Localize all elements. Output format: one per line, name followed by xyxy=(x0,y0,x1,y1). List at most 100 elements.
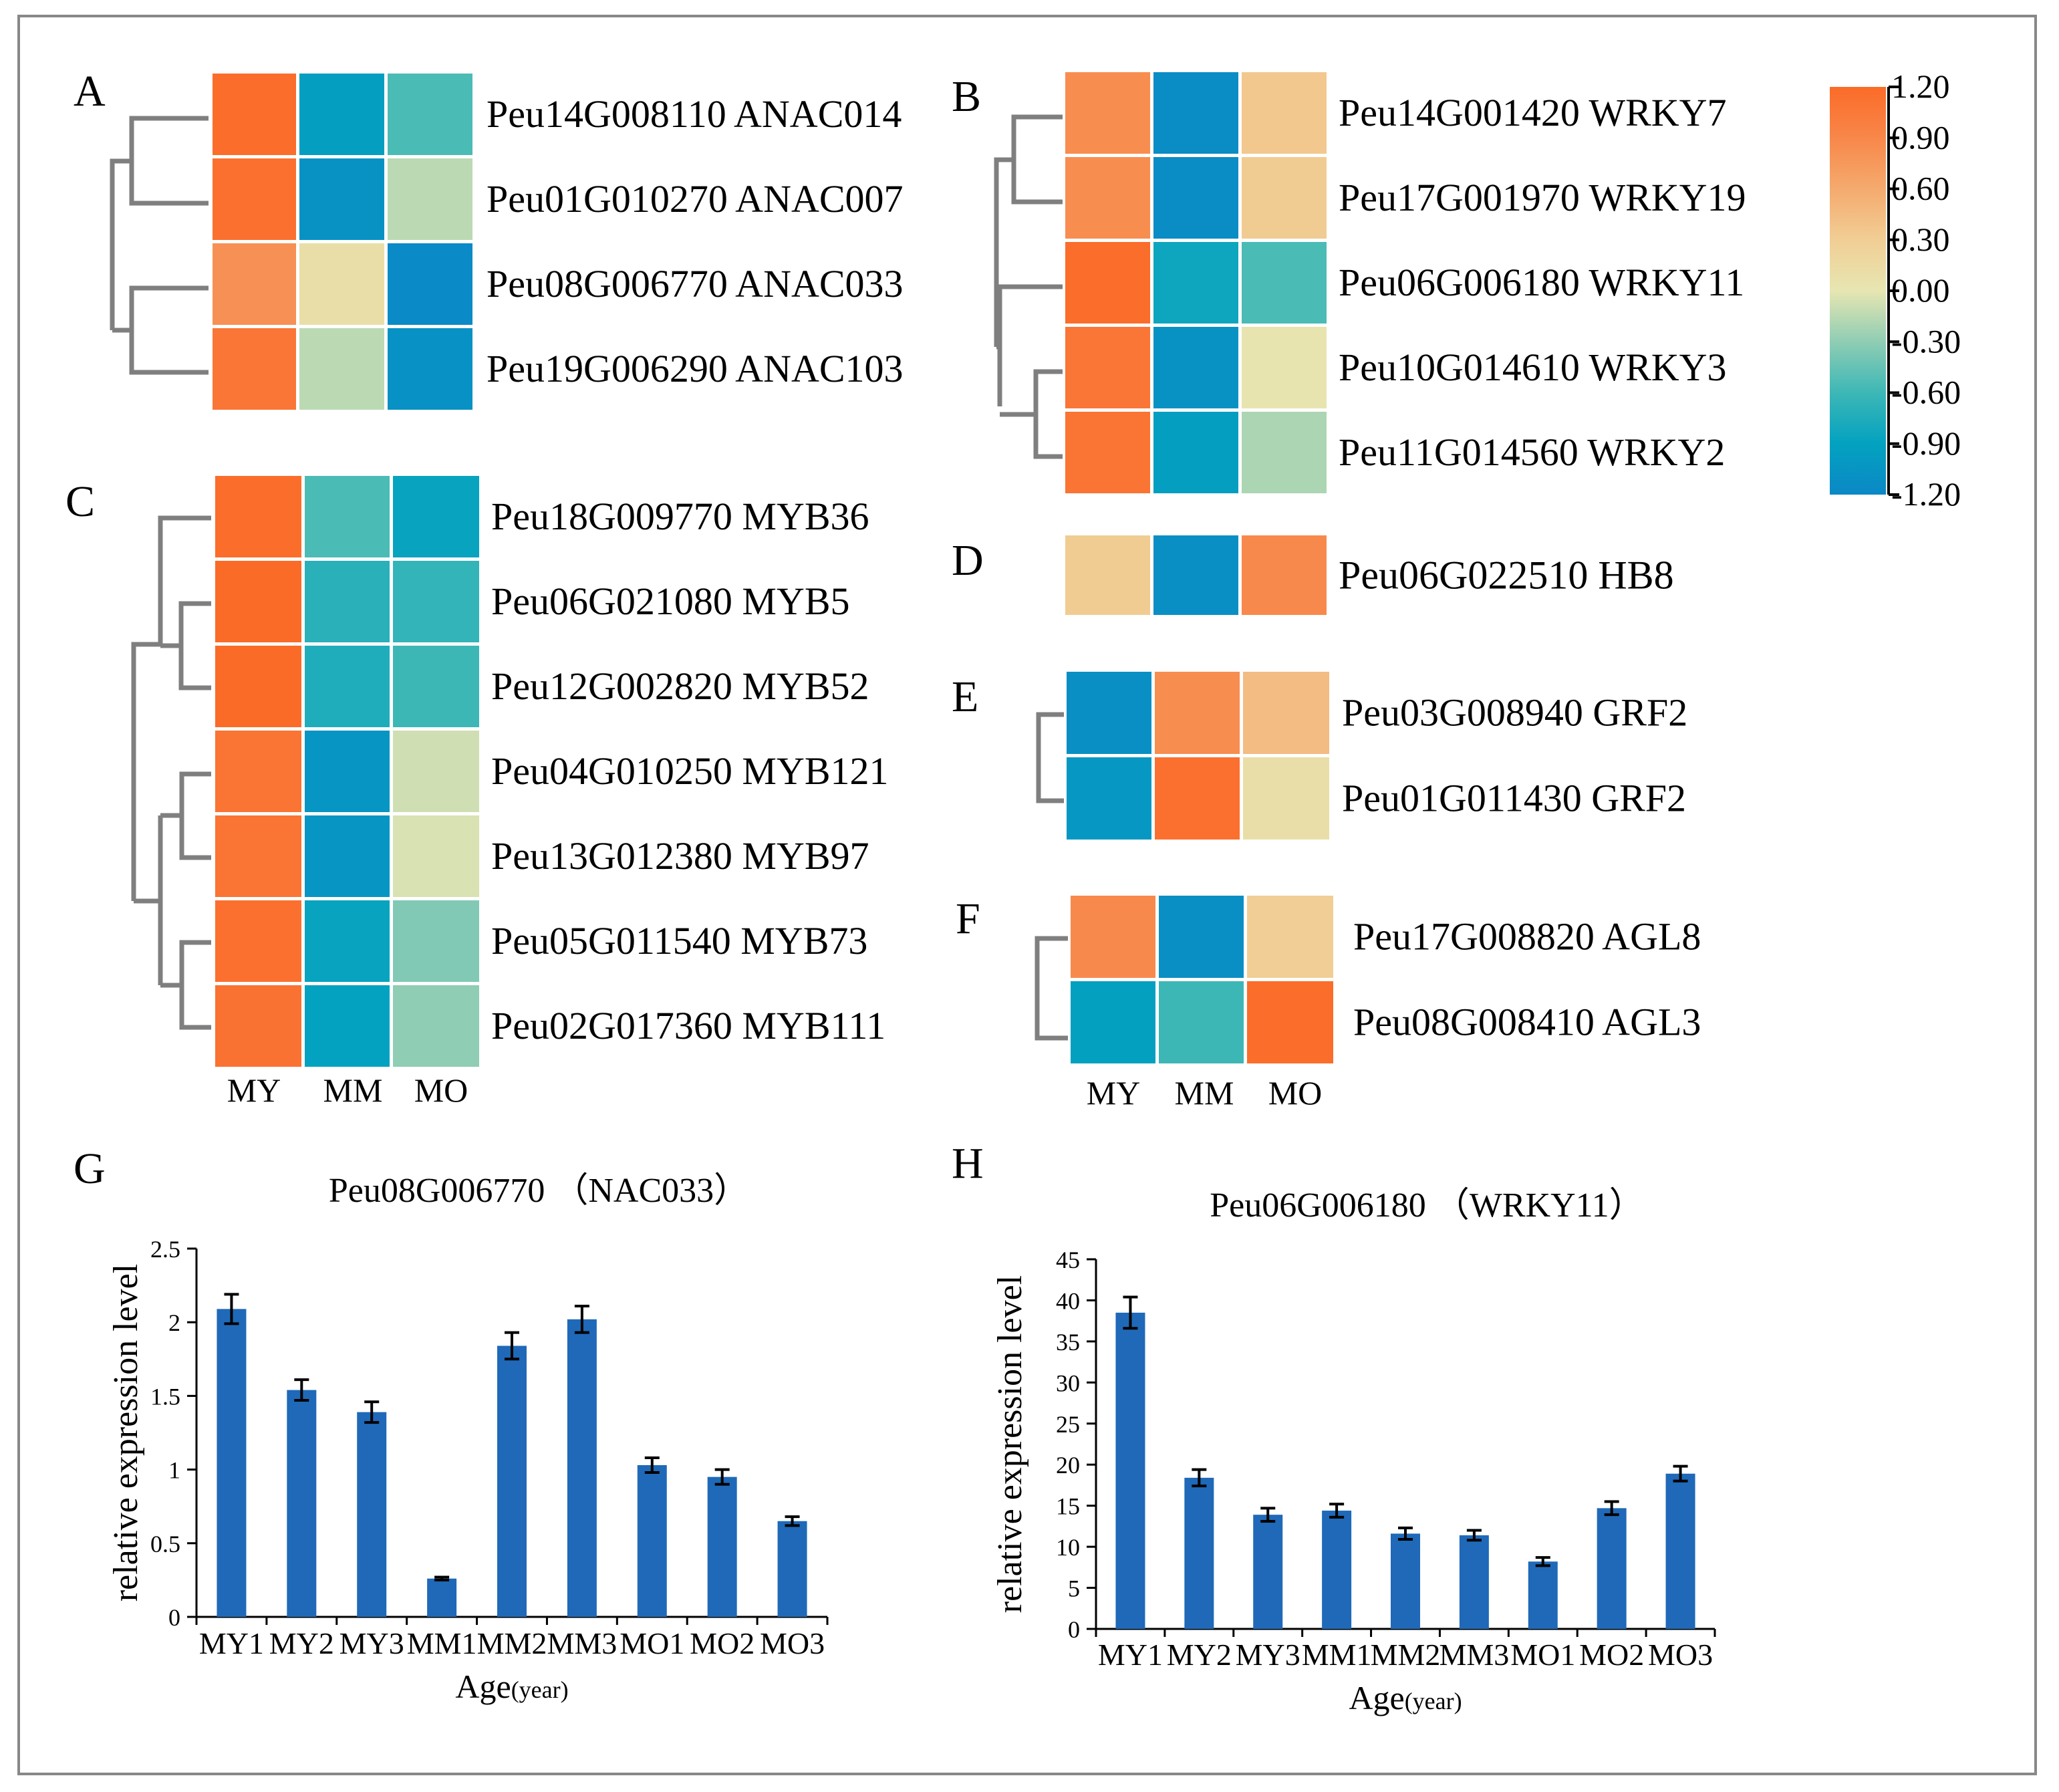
heatmap-cell-c-7-mm xyxy=(305,985,390,1067)
dendrogram-b xyxy=(994,114,1063,459)
legend-tick-label: 0.30 xyxy=(1891,221,1950,258)
panel-label-d: D xyxy=(952,536,984,585)
error-bar-my2 xyxy=(1192,1468,1207,1488)
chart-title: Peu08G006770 （NAC033） xyxy=(329,1172,748,1210)
heatmap-row-label: Peu14G008110 ANAC014 xyxy=(487,92,902,136)
heatmap-cell-b-1-mm xyxy=(1153,72,1238,154)
heatmap-row-label: Peu01G010270 ANAC007 xyxy=(487,177,904,221)
chart-title: Peu06G006180 （WRKY11） xyxy=(1210,1186,1644,1225)
bar-mo1 xyxy=(637,1464,667,1617)
heatmap-cell-b-2-my xyxy=(1065,157,1150,239)
col-label-my-right: MY xyxy=(1087,1074,1141,1112)
error-bar-mm3 xyxy=(574,1304,589,1334)
heatmap-cell-c-6-mm xyxy=(305,900,390,982)
heatmap-cell-c-1-mm xyxy=(305,476,390,557)
y-tick-label: 5 xyxy=(1068,1575,1080,1602)
heatmap-b: Peu14G001420 WRKY7 Peu17G001970 WRKY19 Peu… xyxy=(1065,72,1746,493)
dendrogram-e xyxy=(1036,712,1064,803)
heatmap-row-label: Peu17G008820 AGL8 xyxy=(1353,915,1701,958)
y-tick-label: 2 xyxy=(168,1309,180,1336)
heatmap-cell-f-1-mo xyxy=(1247,896,1333,978)
bar-my1 xyxy=(1115,1312,1145,1629)
x-tick-label: MM3 xyxy=(1439,1638,1509,1672)
heatmap-row-label: Peu17G001970 WRKY19 xyxy=(1339,176,1746,219)
legend-tick-label: -0.90 xyxy=(1891,424,1961,462)
x-tick-label: MO3 xyxy=(760,1626,825,1660)
heatmap-cell-c-1-mo xyxy=(393,476,479,557)
error-bar-mm2 xyxy=(505,1331,519,1361)
heatmap-cell-a-1-mo xyxy=(388,74,472,155)
heatmap-row-label: Peu10G014610 WRKY3 xyxy=(1339,346,1727,389)
heatmap-cell-e-2-my xyxy=(1067,757,1151,840)
heatmap-cell-c-6-mo xyxy=(393,900,479,982)
heatmap-cell-b-4-mm xyxy=(1153,327,1238,408)
heatmap-cell-c-2-mo xyxy=(393,561,479,642)
heatmap-row-label: Peu06G021080 MYB5 xyxy=(491,580,850,623)
x-tick-label: MM1 xyxy=(1302,1638,1372,1672)
bar-mm2 xyxy=(497,1346,527,1617)
legend-tick-label: -0.30 xyxy=(1891,322,1961,360)
error-bar-mm1 xyxy=(434,1575,450,1581)
x-axis-label: Age(year) xyxy=(1349,1679,1462,1716)
heatmap-cell-a-3-my xyxy=(213,243,296,325)
error-bar-my2 xyxy=(294,1378,309,1402)
x-axis-label: Age(year) xyxy=(455,1668,568,1705)
heatmap-cell-e-1-mm xyxy=(1155,672,1240,754)
heatmap-cell-c-5-my xyxy=(215,815,301,897)
heatmap-cell-b-5-mm xyxy=(1153,412,1238,493)
heatmap-row-label: Peu08G006770 ANAC033 xyxy=(487,262,904,305)
heatmap-cell-a-3-mo xyxy=(388,243,472,325)
heatmap-cell-c-5-mo xyxy=(393,815,479,897)
heatmap-cell-b-1-my xyxy=(1065,72,1150,154)
heatmap-cell-b-2-mo xyxy=(1242,157,1327,239)
heatmap-cell-c-3-mo xyxy=(393,646,479,727)
heatmap-cell-e-2-mo xyxy=(1243,757,1329,840)
heatmap-cell-b-4-my xyxy=(1065,327,1150,408)
heatmap-cell-a-2-my xyxy=(213,158,296,240)
heatmap-cell-b-3-mo xyxy=(1242,242,1327,324)
heatmap-cell-a-2-mo xyxy=(388,158,472,240)
bar-mm2 xyxy=(1391,1533,1420,1629)
heatmap-cell-c-3-my xyxy=(215,646,301,727)
x-axis-label-unit: (year) xyxy=(1405,1688,1462,1714)
dendrogram-a xyxy=(110,116,209,375)
y-tick-label: 0 xyxy=(1068,1616,1080,1643)
heatmap-row-label: Peu12G002820 MYB52 xyxy=(491,664,869,708)
x-tick-label: MM2 xyxy=(1371,1638,1441,1672)
heatmap-cell-e-1-my xyxy=(1067,672,1151,754)
bar-mo2 xyxy=(1597,1508,1627,1629)
col-label-mm-right: MM xyxy=(1175,1074,1234,1112)
y-axis-label: relative expression level xyxy=(107,1264,145,1602)
panel-labels: A B C D E F G H xyxy=(65,67,984,1193)
legend-colorbar xyxy=(1830,87,1886,495)
bar-my2 xyxy=(287,1390,317,1617)
heatmap-row-label: Peu08G008410 AGL3 xyxy=(1353,1001,1701,1044)
dendrograms xyxy=(110,114,1068,1041)
x-axis-label-text: Age xyxy=(455,1668,511,1705)
heatmap-cell-c-2-mm xyxy=(305,561,390,642)
error-bar-my3 xyxy=(1260,1507,1276,1523)
heatmap-a: Peu14G008110 ANAC014 Peu01G010270 ANAC007… xyxy=(213,74,904,410)
y-tick-label: 45 xyxy=(1056,1247,1080,1273)
legend-tick-label: 1.20 xyxy=(1891,68,1950,105)
y-tick-label: 15 xyxy=(1056,1493,1080,1520)
heatmap-cell-f-2-mm xyxy=(1159,981,1244,1063)
error-bar-my1 xyxy=(1123,1295,1138,1330)
y-tick-label: 1 xyxy=(168,1457,180,1484)
heatmap-cell-b-2-mm xyxy=(1153,157,1238,239)
heatmap-cell-c-4-mo xyxy=(393,731,479,812)
heatmap-row-label: Peu13G012380 MYB97 xyxy=(491,834,869,878)
heatmap-cell-c-7-mo xyxy=(393,985,479,1067)
x-tick-label: MM1 xyxy=(407,1626,477,1660)
x-tick-label: MO2 xyxy=(1579,1638,1644,1672)
heatmap-row-label: Peu11G014560 WRKY2 xyxy=(1339,430,1725,474)
y-tick-label: 30 xyxy=(1056,1370,1080,1396)
y-tick-label: 0.5 xyxy=(150,1531,180,1557)
heatmap-cell-b-5-mo xyxy=(1242,412,1327,493)
figure-frame xyxy=(17,15,2037,1775)
x-tick-label: MM3 xyxy=(547,1626,617,1660)
panel-label-b: B xyxy=(952,72,981,121)
heatmap-cell-d-1-mm xyxy=(1153,535,1238,615)
x-tick-label: MO2 xyxy=(690,1626,754,1660)
bar-mo1 xyxy=(1528,1561,1558,1629)
